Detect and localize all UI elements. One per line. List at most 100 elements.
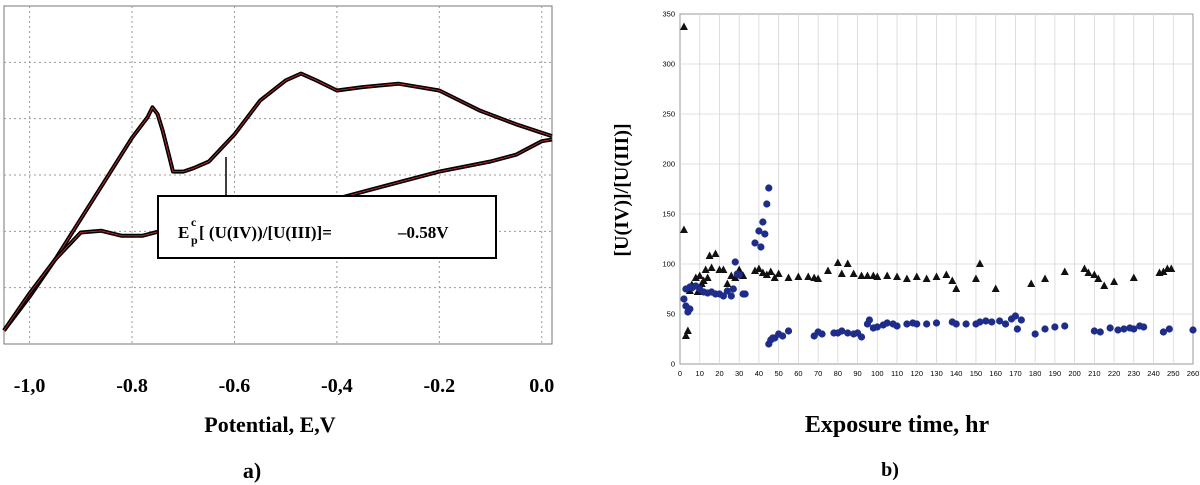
panel-b-x-tick-label: 160 (989, 369, 1002, 378)
triangle-point (948, 276, 957, 284)
circle-point (844, 329, 852, 337)
triangle-point (754, 264, 763, 272)
circle-point (727, 292, 735, 300)
panel-b-x-tick-label: 220 (1108, 369, 1121, 378)
circle-point (761, 230, 769, 238)
panel-b-x-tick-label: 230 (1128, 369, 1141, 378)
triangle-point (727, 271, 736, 279)
triangle-point (942, 270, 951, 278)
circle-point (1130, 325, 1138, 333)
panel-b-x-tick-label: 0 (678, 369, 682, 378)
triangle-point (873, 272, 882, 280)
triangle-point (681, 331, 690, 339)
panel-a-x-tick-label: -0.2 (423, 375, 455, 397)
panel-b-x-tick-label: 20 (715, 369, 723, 378)
circle-point (1017, 316, 1025, 324)
triangle-point (804, 272, 813, 280)
triangle-point (1159, 267, 1168, 275)
circle-point (1013, 325, 1021, 333)
triangle-point (1129, 273, 1138, 281)
panel-a-voltammogram: E c p [ (U(IV))/[U(III)]= –0.58V -1,0 -0.… (2, 5, 554, 483)
panel-b-tick-labels: 0 10 20 30 40 50 60 70 80 90 100 110 120 130 140 150 160… (662, 10, 1199, 379)
triangle-point (857, 271, 866, 279)
circle-point (1159, 328, 1168, 336)
panel-b-x-tick-label: 90 (853, 369, 861, 378)
annotation-superscript: c (191, 215, 197, 229)
triangle-point (1094, 274, 1103, 282)
triangle-point (784, 273, 793, 281)
circle-point (686, 305, 694, 313)
triangle-point (863, 271, 872, 279)
panel-b-x-tick-label: 70 (814, 369, 822, 378)
triangle-point (849, 269, 858, 277)
triangle-point (971, 274, 980, 282)
triangle-point (691, 273, 700, 281)
circle-point (1031, 330, 1039, 338)
panel-a-grid (4, 6, 552, 344)
triangle-point (1110, 277, 1119, 285)
panel-b-y-axis-label: [U(IV)]/[U(III)] (611, 123, 633, 256)
circle-point (729, 285, 737, 293)
triangle-point (975, 259, 984, 267)
panel-b-y-tick-label: 350 (662, 10, 675, 19)
panel-b-x-tick-label: 100 (871, 369, 884, 378)
panel-b-x-tick-label: 190 (1049, 369, 1062, 378)
panel-b-x-tick-label: 110 (891, 369, 903, 378)
panel-b-caption: b) (881, 459, 899, 481)
circle-point (741, 290, 749, 298)
circle-point (1114, 326, 1122, 334)
triangle-point (762, 270, 771, 278)
panel-a-x-tick-label: -1,0 (14, 375, 46, 397)
circle-point (755, 227, 763, 235)
panel-b-x-tick-label: 170 (1009, 369, 1022, 378)
triangle-point (1100, 281, 1109, 289)
panel-b-x-tick-label: 60 (794, 369, 802, 378)
circle-point (751, 239, 759, 247)
circle-point (893, 322, 901, 330)
circle-point (988, 318, 996, 326)
annotation-ratio-text: [ (U(IV))/[U(III)]= (199, 223, 332, 242)
triangle-point (703, 273, 712, 281)
circle-point (1140, 323, 1148, 331)
triangle-point (719, 265, 728, 273)
circle-point (731, 258, 739, 266)
triangle-point (1080, 264, 1089, 272)
triangle-point (1090, 270, 1099, 278)
panel-a-x-tick-label: -0.8 (116, 375, 148, 397)
annotation-e-letter: E (178, 223, 189, 242)
panel-b-markers (679, 22, 1197, 348)
triangle-point (833, 258, 842, 266)
triangle-point (707, 263, 716, 271)
triangle-point (843, 259, 852, 267)
panel-b-x-tick-label: 10 (696, 369, 704, 378)
triangle-point (699, 276, 708, 284)
triangle-point (731, 273, 740, 281)
triangle-point (912, 272, 921, 280)
circle-point (784, 327, 793, 335)
triangle-point (823, 266, 832, 274)
triangle-point (902, 274, 911, 282)
circle-point (1189, 326, 1197, 334)
panel-a-x-tick-label: -0,4 (321, 375, 353, 397)
panel-b-x-tick-label: 250 (1167, 369, 1180, 378)
panel-b-y-tick-label: 300 (662, 60, 675, 69)
triangle-point (1084, 268, 1093, 276)
circle-point (723, 287, 731, 295)
panel-b-x-tick-label: 260 (1187, 369, 1200, 378)
triangle-point (814, 274, 823, 282)
circle-point (1001, 320, 1010, 328)
circle-point (818, 330, 826, 338)
triangle-point (837, 269, 846, 277)
circle-point (1090, 327, 1098, 335)
panel-b-x-tick-label: 210 (1088, 369, 1101, 378)
circle-point (680, 295, 688, 303)
triangle-point (1027, 279, 1036, 287)
triangle-point (932, 272, 941, 280)
circle-point (765, 184, 773, 192)
triangle-point (758, 268, 767, 276)
panel-a-x-tick-labels: -1,0 -0.8 -0.6 -0,4 -0.2 0.0 (14, 375, 554, 397)
circle-point (883, 319, 891, 327)
circle-point (976, 318, 984, 326)
panel-b-x-tick-label: 30 (735, 369, 743, 378)
